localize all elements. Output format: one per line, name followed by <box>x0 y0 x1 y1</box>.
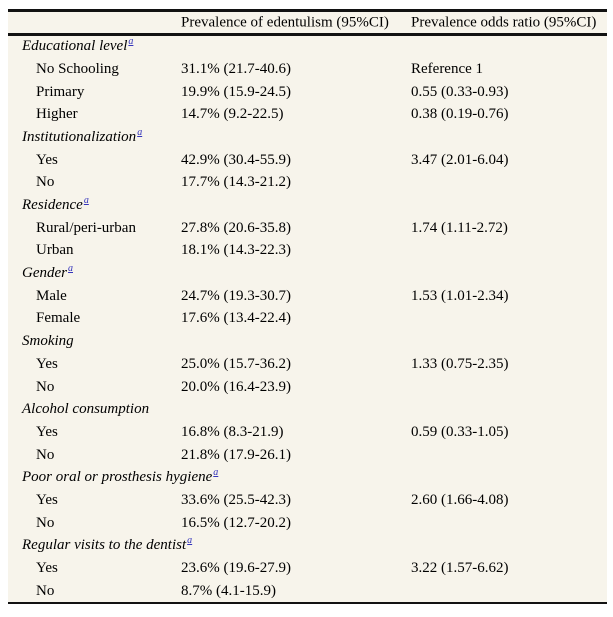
row-label: Primary <box>36 83 85 100</box>
prevalence-value: 21.8% (17.9-26.1) <box>181 446 291 463</box>
table-group-row: Residence a <box>8 194 607 217</box>
odds-ratio-value: 1.53 (1.01-2.34) <box>411 287 509 304</box>
row-label: No <box>36 582 55 599</box>
row-label: Female <box>36 310 81 327</box>
prevalence-value: 8.7% (4.1-15.9) <box>181 582 276 599</box>
row-label: Rural/peri-urban <box>36 219 136 236</box>
prevalence-value: 16.5% (12.7-20.2) <box>181 514 291 531</box>
table-row: No 21.8% (17.9-26.1) <box>8 444 607 467</box>
row-label: No Schooling <box>36 61 119 78</box>
column-header-odds-ratio: Prevalence odds ratio (95%CI) <box>411 14 597 30</box>
table-row: Female 17.6% (13.4-22.4) <box>8 308 607 331</box>
table-group-row: Smoking <box>8 330 607 353</box>
table-bottom-rule <box>8 602 607 604</box>
row-label: No <box>36 378 55 395</box>
footnote-a-link[interactable]: a <box>68 263 73 275</box>
prevalence-value: 14.7% (9.2-22.5) <box>181 106 284 123</box>
table-top-rule <box>8 9 607 12</box>
footnote-a-link[interactable]: a <box>137 127 143 139</box>
row-label: No <box>36 174 55 191</box>
prevalence-value: 42.9% (30.4-55.9) <box>181 151 291 168</box>
row-label: Yes <box>36 559 58 576</box>
group-label: Poor oral or prosthesis hygiene <box>22 469 213 486</box>
footnote-a-link[interactable]: a <box>128 36 134 48</box>
table-row: Yes 42.9% (30.4-55.9) 3.47 (2.01-6.04) <box>8 149 607 172</box>
prevalence-value: 16.8% (8.3-21.9) <box>181 423 284 440</box>
table-row: Yes 25.0% (15.7-36.2) 1.33 (0.75-2.35) <box>8 353 607 376</box>
group-label: Alcohol consumption <box>22 401 150 418</box>
prevalence-value: 18.1% (14.3-22.3) <box>181 242 291 259</box>
table-row: Primary 19.9% (15.9-24.5) 0.55 (0.33-0.93) <box>8 81 607 104</box>
group-label: Smoking <box>22 333 74 350</box>
odds-ratio-value: Reference 1 <box>411 61 484 78</box>
prevalence-value: 33.6% (25.5-42.3) <box>181 491 291 508</box>
odds-ratio-value: 3.47 (2.01-6.04) <box>411 151 509 168</box>
table-group-row: Institutionalization a <box>8 126 607 149</box>
table-row: Urban 18.1% (14.3-22.3) <box>8 240 607 263</box>
prevalence-value: 27.8% (20.6-35.8) <box>181 219 291 236</box>
column-header-prevalence: Prevalence of edentulism (95%CI) <box>181 14 389 30</box>
prevalence-value: 31.1% (21.7-40.6) <box>181 61 291 78</box>
table-body: Educational level a No Schooling 31.1% (21.… <box>8 35 607 603</box>
row-label: Male <box>36 287 67 304</box>
odds-ratio-value: 1.33 (0.75-2.35) <box>411 355 509 372</box>
row-label: No <box>36 446 55 463</box>
table-header-row: Prevalence of edentulism (95%CI) Prevale… <box>8 12 607 33</box>
row-label: Yes <box>36 491 58 508</box>
row-label: Yes <box>36 355 58 372</box>
prevalence-value: 19.9% (15.9-24.5) <box>181 83 291 100</box>
footnote-a-link[interactable]: a <box>187 535 193 547</box>
odds-ratio-value: 0.38 (0.19-0.76) <box>411 106 509 123</box>
prevalence-value: 25.0% (15.7-36.2) <box>181 355 291 372</box>
prevalence-value: 24.7% (19.3-30.7) <box>181 287 291 304</box>
table-row: Rural/peri-urban 27.8% (20.6-35.8) 1.74 (1… <box>8 217 607 240</box>
table-header-rule <box>8 33 607 36</box>
table-row: No Schooling 31.1% (21.7-40.6) Reference 1 <box>8 58 607 81</box>
table-row: No 17.7% (14.3-21.2) <box>8 172 607 195</box>
footnote-a-link[interactable]: a <box>83 195 89 207</box>
table-row: Higher 14.7% (9.2-22.5) 0.38 (0.19-0.76) <box>8 104 607 127</box>
table-group-row: Poor oral or prosthesis hygiene a <box>8 466 607 489</box>
footnote-a-link[interactable]: a <box>213 467 219 479</box>
prevalence-table: Prevalence of edentulism (95%CI) Prevale… <box>8 9 607 604</box>
table-row: Yes 33.6% (25.5-42.3) 2.60 (1.66-4.08) <box>8 489 607 512</box>
table-row: No 20.0% (16.4-23.9) <box>8 376 607 399</box>
table-row: No 16.5% (12.7-20.2) <box>8 512 607 535</box>
row-label: Yes <box>36 423 58 440</box>
group-label: Gender <box>22 265 67 282</box>
table-row: Male 24.7% (19.3-30.7) 1.53 (1.01-2.34) <box>8 285 607 308</box>
group-label: Educational level <box>22 38 128 55</box>
odds-ratio-value: 3.22 (1.57-6.62) <box>411 559 509 576</box>
group-label: Institutionalization <box>22 129 137 146</box>
table-group-row: Regular visits to the dentist a <box>8 534 607 557</box>
table-row: Yes 16.8% (8.3-21.9) 0.59 (0.33-1.05) <box>8 421 607 444</box>
group-label: Regular visits to the dentist <box>22 537 187 554</box>
table-group-row: Educational level a <box>8 36 607 59</box>
row-label: No <box>36 514 55 531</box>
prevalence-value: 23.6% (19.6-27.9) <box>181 559 291 576</box>
table-group-row: Alcohol consumption <box>8 398 607 421</box>
group-label: Residence <box>22 197 83 214</box>
odds-ratio-value: 0.59 (0.33-1.05) <box>411 423 509 440</box>
odds-ratio-value: 1.74 (1.11-2.72) <box>411 219 508 236</box>
row-label: Higher <box>36 106 78 123</box>
table-row: Yes 23.6% (19.6-27.9) 3.22 (1.57-6.62) <box>8 557 607 580</box>
row-label: Yes <box>36 151 58 168</box>
odds-ratio-value: 2.60 (1.66-4.08) <box>411 491 509 508</box>
prevalence-value: 20.0% (16.4-23.9) <box>181 378 291 395</box>
table-row: No 8.7% (4.1-15.9) <box>8 580 607 603</box>
odds-ratio-value: 0.55 (0.33-0.93) <box>411 83 509 100</box>
prevalence-value: 17.7% (14.3-21.2) <box>181 174 291 191</box>
row-label: Urban <box>36 242 74 259</box>
table-group-row: Gender a <box>8 262 607 285</box>
prevalence-value: 17.6% (13.4-22.4) <box>181 310 291 327</box>
